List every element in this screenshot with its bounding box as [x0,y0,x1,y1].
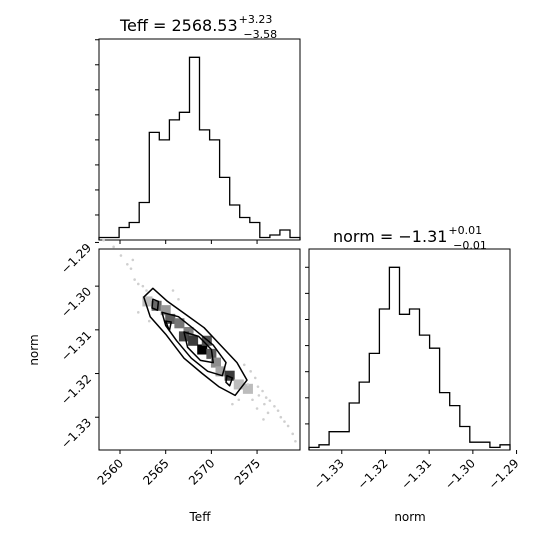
scatter-point [251,398,254,402]
density-cell [178,331,189,342]
scatter-points [102,238,297,443]
scatter-point [253,376,257,380]
density-cells [142,296,253,394]
joint-yticks: −1.33 −1.32 −1.31 −1.30 −1.29 [58,241,99,451]
norm-title-prefix: norm = −1.31 [333,227,447,246]
contour-line [161,311,227,377]
density-cell [242,383,253,394]
scatter-point [145,289,148,292]
scatter-point [133,278,136,281]
teff-histogram-steps [98,56,301,240]
scatter-point [255,407,259,410]
contour-line [164,320,172,332]
scatter-point [273,405,276,408]
scatter-point [237,398,241,402]
density-cell [142,296,153,307]
teff-title-sup: +3.23 [239,13,273,26]
joint-xtick-label: 2565 [140,456,171,487]
scatter-point [231,402,234,406]
teff-histogram-panel: Teff = 2568.53+3.23 −3.58 [95,13,301,244]
scatter-point [264,396,268,399]
density-cell [224,370,235,381]
joint-xtick-label: 2560 [95,456,126,487]
scatter-point [171,289,175,292]
joint-xticks: 2560 2565 2570 2575 [95,450,263,488]
scatter-point [286,424,290,428]
density-cell [215,366,226,377]
scatter-point [261,389,264,393]
density-cell [151,300,162,311]
density-cell [174,318,185,329]
scatter-point [242,363,246,367]
joint-ytick-label: −1.32 [58,372,94,408]
scatter-point [177,297,180,301]
scatter-point [256,385,260,388]
joint-xlabel: Teff [189,510,212,524]
joint-ytick-label: −1.29 [58,241,94,277]
contour-line [225,374,234,387]
scatter-point [262,418,265,421]
teff-histogram-xticks [119,240,258,244]
scatter-point [141,284,145,288]
norm-histogram-xtick-label: −1.32 [355,456,391,492]
scatter-point [291,432,294,436]
scatter-point [102,238,105,242]
scatter-point [294,439,297,443]
scatter-point [112,245,115,249]
norm-histogram-panel: norm = −1.31+0.01 −0.01 −1.33 −1.32 −1.31 −1… [305,224,522,524]
scatter-point [279,415,283,419]
scatter-point [263,402,266,406]
norm-histogram-xtick-label: −1.30 [442,456,478,492]
norm-histogram-xtick-label: −1.31 [398,456,434,492]
density-cell [165,313,176,324]
scatter-point [136,282,140,286]
density-cell [197,344,208,355]
scatter-point [283,420,286,423]
contour-line [151,298,160,311]
scatter-point [131,258,135,262]
scatter-point [147,319,151,323]
joint-xtick-label: 2575 [232,456,263,487]
joint-ytick-label: −1.31 [58,328,94,364]
norm-histogram-xticks: −1.33 −1.32 −1.31 −1.30 −1.29 [311,450,522,492]
norm-histogram-yticks [305,266,309,425]
scatter-point [136,311,140,314]
scatter-point [268,399,272,402]
scatter-point [276,409,280,412]
scatter-point [257,394,261,397]
norm-histogram-xtick-label: −1.33 [311,456,347,492]
contour-lines [143,287,248,397]
contour-line [183,331,214,364]
joint-density-panel: 2560 2565 2570 2575 −1.33−1.32−1.31−1.30−1.… [27,238,301,524]
joint-density-frame [98,248,301,451]
norm-title-sup: +0.01 [448,224,482,237]
density-cell [160,305,171,316]
density-cell [188,335,199,346]
joint-ylabel: norm [27,334,41,365]
density-cell [201,335,212,346]
joint-xtick-label: 2570 [186,456,217,487]
norm-xlabel: norm [394,510,425,524]
teff-histogram-yticks [95,39,99,216]
contour-line [143,287,248,397]
scatter-point [129,267,133,270]
joint-ytick-label: −1.30 [58,284,94,320]
density-cell [210,357,221,368]
scatter-point [266,411,270,415]
scatter-point [246,383,250,386]
norm-histogram-xtick-label: −1.29 [486,456,522,492]
norm-histogram-frame [308,248,511,451]
scatter-point [126,262,129,266]
teff-title-prefix: Teff = 2568.53 [119,16,238,35]
teff-title: Teff = 2568.53+3.23 −3.58 [119,13,277,41]
scatter-point [119,254,123,257]
density-cell [233,379,244,390]
teff-title-sub: −3.58 [243,28,277,41]
joint-ytick-label: −1.33 [58,415,94,451]
norm-title: norm = −1.31+0.01 −0.01 [333,224,487,252]
norm-title-sub: −0.01 [453,239,487,252]
norm-histogram-steps [308,266,511,450]
scatter-point [249,370,252,373]
